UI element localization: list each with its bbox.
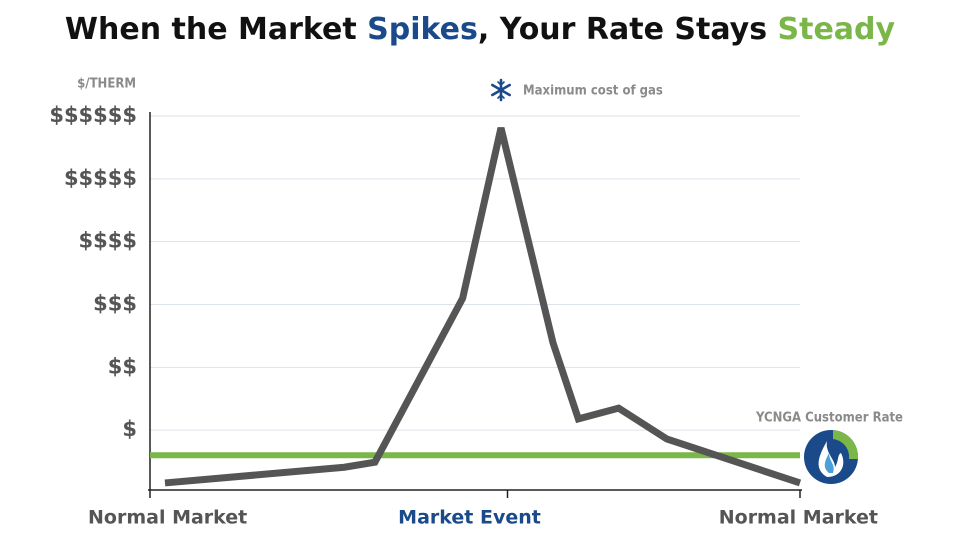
grid: [150, 115, 800, 431]
y-axis-label: $/THERM: [77, 77, 136, 92]
annotation: Maximum cost of gas: [523, 84, 663, 99]
x-tick-label: Market Event: [398, 507, 541, 529]
title-segment: , Your Rate Stays: [478, 12, 778, 47]
series-line: [164, 127, 802, 487]
legend-label: YCNGA Customer Rate: [755, 411, 903, 426]
x-tick-label: Normal Market: [88, 507, 247, 529]
y-tick-label: $$$$: [79, 229, 137, 253]
x-tick-label: Normal Market: [719, 507, 878, 529]
y-tick-label: $$$: [93, 292, 137, 316]
plot: [150, 127, 802, 487]
title-segment: When the Market: [65, 12, 367, 47]
chart-title: When the Market Spikes, Your Rate Stays …: [65, 12, 896, 47]
y-tick-label: $: [122, 417, 137, 441]
title-segment: Steady: [778, 12, 896, 47]
flame-icon: [804, 430, 859, 484]
y-tick-label: $$$$$$: [49, 103, 137, 127]
y-tick-label: $$$$$: [64, 166, 137, 190]
snowflake-icon: [491, 78, 511, 102]
y-tick-label: $$: [108, 354, 137, 378]
title-segment: Spikes: [367, 12, 478, 47]
